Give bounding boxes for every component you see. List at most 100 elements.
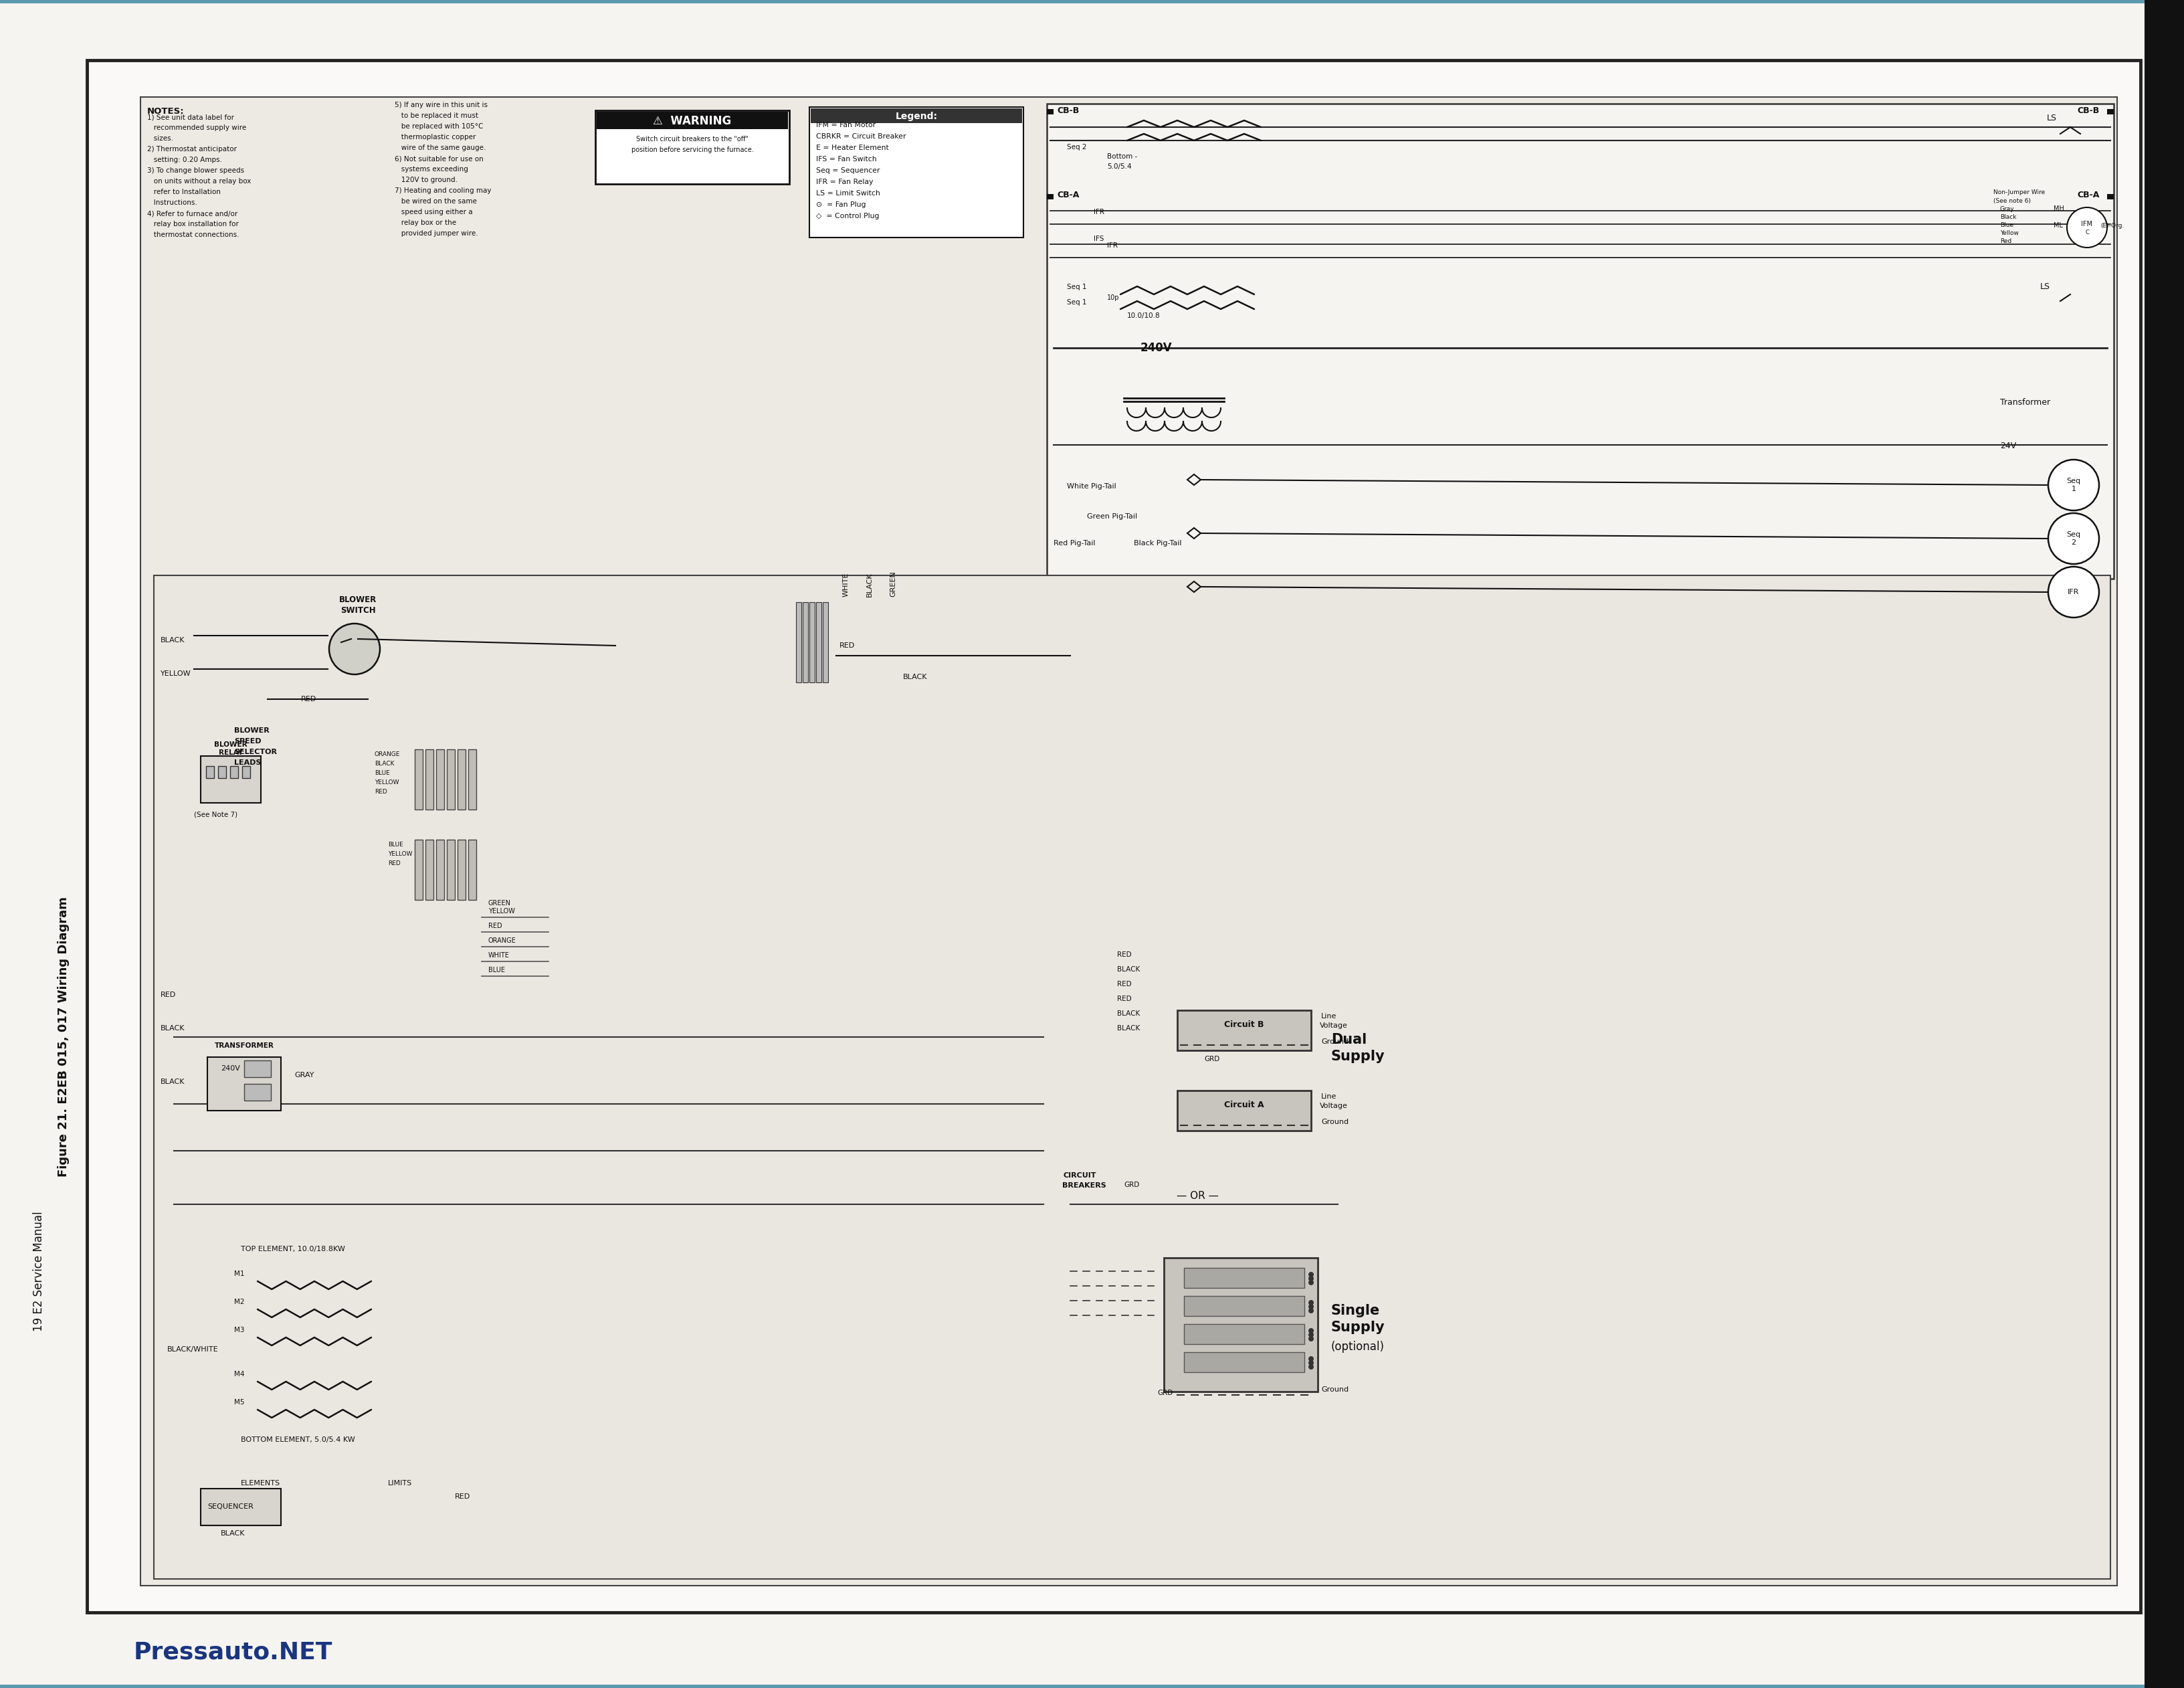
Bar (245, 1084, 271, 1101)
Text: GREEN
YELLOW: GREEN YELLOW (489, 900, 515, 915)
Text: Bottom -: Bottom - (1107, 154, 1138, 160)
Text: YELLOW: YELLOW (159, 670, 190, 677)
Bar (205, 766, 214, 778)
Text: C: C (2084, 230, 2088, 235)
Text: 10.0/10.8: 10.0/10.8 (1127, 312, 1160, 319)
Bar (437, 749, 443, 810)
Bar (242, 766, 251, 778)
Bar (448, 749, 454, 810)
Text: ORANGE: ORANGE (373, 751, 400, 758)
Text: LEADS: LEADS (234, 760, 262, 766)
Text: refer to Installation: refer to Installation (146, 189, 221, 196)
Bar (795, 603, 802, 682)
Text: YELLOW: YELLOW (373, 780, 400, 785)
Bar (437, 839, 443, 900)
Bar (426, 839, 432, 900)
Text: ⚠  WARNING: ⚠ WARNING (653, 115, 732, 127)
Text: 24V: 24V (1998, 442, 2016, 451)
Text: Seq = Sequencer: Seq = Sequencer (817, 167, 880, 174)
Text: SELECTOR: SELECTOR (234, 749, 277, 755)
Bar (1164, 1258, 1317, 1391)
Text: 7) Heating and cooling may: 7) Heating and cooling may (395, 187, 491, 194)
Circle shape (1308, 1276, 1313, 1281)
Circle shape (2049, 567, 2099, 618)
Text: E = Heater Element: E = Heater Element (817, 145, 889, 152)
Text: Gray: Gray (1998, 206, 2014, 213)
Circle shape (1308, 1361, 1313, 1366)
Text: BLACK: BLACK (902, 674, 928, 680)
Circle shape (2049, 459, 2099, 510)
Bar (467, 749, 476, 810)
Bar (0, 0, 2184, 3)
Text: Transformer: Transformer (1998, 398, 2049, 407)
Text: BLOWER: BLOWER (234, 728, 269, 734)
Text: IFM = Fan Motor: IFM = Fan Motor (817, 122, 876, 128)
Text: RED: RED (1116, 981, 1131, 987)
Text: 1) See unit data label for: 1) See unit data label for (146, 113, 234, 120)
Text: 4) Refer to furnace and/or: 4) Refer to furnace and/or (146, 209, 238, 216)
Text: RED: RED (1116, 952, 1131, 959)
Text: GRD: GRD (1203, 1055, 1219, 1062)
Text: RED: RED (373, 788, 387, 795)
Text: RELAY: RELAY (218, 749, 242, 756)
Circle shape (1308, 1328, 1313, 1334)
Text: YELLOW: YELLOW (389, 851, 413, 858)
Text: BLACK: BLACK (159, 1079, 186, 1085)
Text: 5.0/5.4: 5.0/5.4 (1107, 164, 1131, 170)
Text: M1: M1 (234, 1271, 245, 1278)
Text: Supply: Supply (1330, 1320, 1385, 1334)
Text: wire of the same gauge.: wire of the same gauge. (395, 145, 485, 152)
Text: (See note 6): (See note 6) (1992, 197, 2031, 204)
Bar (201, 756, 260, 803)
Text: 5) If any wire in this unit is: 5) If any wire in this unit is (395, 101, 487, 108)
Bar (817, 603, 821, 682)
Text: SEQUENCER: SEQUENCER (207, 1504, 253, 1511)
Text: thermoplastic copper: thermoplastic copper (395, 133, 476, 140)
Bar (201, 1489, 282, 1526)
Text: BLOWER: BLOWER (339, 596, 376, 604)
Text: BLACK: BLACK (1116, 1025, 1140, 1031)
Text: CB-A: CB-A (1057, 191, 1079, 199)
Bar (1184, 1352, 1304, 1372)
Text: BLACK: BLACK (373, 761, 393, 766)
Bar (1177, 1009, 1310, 1050)
Bar (1177, 1090, 1310, 1131)
Text: Dual: Dual (1330, 1033, 1367, 1047)
Text: Legend:: Legend: (895, 111, 937, 122)
Bar (1184, 1323, 1304, 1344)
Bar (1184, 1296, 1304, 1317)
Text: RED: RED (1116, 996, 1131, 1003)
Text: BLACK: BLACK (159, 1025, 186, 1031)
Text: SPEED: SPEED (234, 738, 262, 744)
Circle shape (330, 623, 380, 675)
Bar (467, 839, 476, 900)
Text: ML: ML (2053, 223, 2062, 230)
Text: ◇  = Control Plug: ◇ = Control Plug (817, 213, 878, 219)
Text: Black Pig-Tail: Black Pig-Tail (1133, 540, 1182, 547)
Text: RED: RED (454, 1494, 470, 1501)
Text: IFR: IFR (1107, 241, 1118, 248)
Circle shape (1308, 1364, 1313, 1369)
Text: Seq
1: Seq 1 (2066, 478, 2079, 493)
Text: White Pig-Tail: White Pig-Tail (1066, 483, 1116, 490)
Text: — OR —: — OR — (1175, 1192, 1219, 1200)
Text: IFR: IFR (1094, 209, 1105, 216)
Circle shape (2066, 208, 2105, 248)
Text: CB-A: CB-A (2077, 191, 2099, 199)
Text: IFS: IFS (1094, 236, 1103, 241)
Bar (140, 96, 2116, 1585)
Text: (See Note 7): (See Note 7) (194, 810, 238, 817)
Text: GRD: GRD (1158, 1389, 1173, 1396)
Bar (2145, 0, 2184, 1688)
Bar (1046, 110, 1053, 115)
Circle shape (1308, 1271, 1313, 1278)
Text: BLACK: BLACK (1116, 1009, 1140, 1016)
Bar (229, 766, 238, 778)
Bar (426, 749, 432, 810)
Text: 240V: 240V (1140, 343, 1173, 354)
Text: BLUE: BLUE (489, 967, 505, 974)
Text: Yellow: Yellow (1998, 230, 2018, 236)
Bar (2105, 194, 2114, 199)
Text: Ground: Ground (1321, 1119, 1348, 1126)
Text: Switch circuit breakers to the "off": Switch circuit breakers to the "off" (636, 135, 749, 142)
